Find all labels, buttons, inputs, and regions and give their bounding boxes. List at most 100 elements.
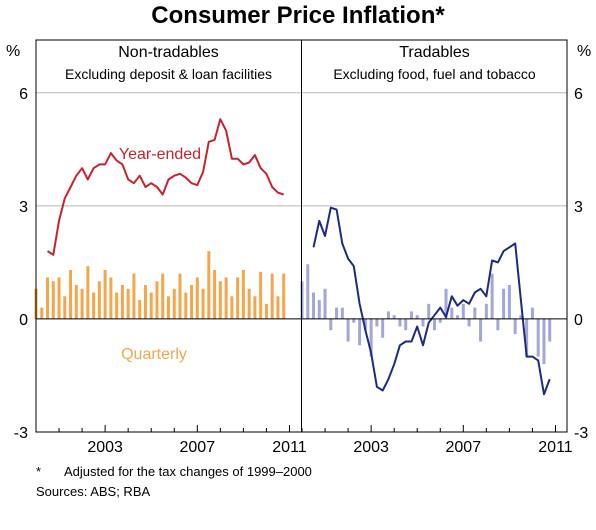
quarterly-bar [358, 318, 362, 346]
quarterly-bar [502, 288, 506, 319]
panel-subtitle: Excluding deposit & loan facilities [65, 66, 272, 82]
chart-frame [35, 39, 568, 433]
year-ended-line [46, 118, 285, 256]
quarterly-bar [352, 318, 356, 323]
quarterly-bar [306, 264, 310, 319]
y-tick-label-left: 6 [19, 86, 28, 103]
quarterly-bar [115, 292, 119, 319]
quarterly-bar [507, 285, 511, 319]
x-tick-label: 2007 [446, 439, 482, 456]
chart-title: Consumer Price Inflation* [151, 2, 445, 29]
quarterly-bar [386, 311, 390, 319]
quarterly-bar [74, 285, 78, 319]
quarterly-bar [132, 273, 136, 319]
sources-note: Sources: ABS; RBA [36, 484, 151, 499]
y-tick-label-left: 0 [19, 312, 28, 329]
quarterly-bar [433, 318, 436, 331]
quarterly-bar [381, 318, 385, 338]
quarterly-bar [259, 271, 263, 319]
y-tick-label-right: 3 [574, 199, 583, 216]
quarterly-bar [184, 292, 188, 319]
quarterly-bar [167, 296, 170, 319]
quarterly-bar [340, 307, 344, 319]
quarterly-bar [247, 288, 251, 319]
quarterly-bar [421, 318, 425, 327]
quarterly-bar [375, 318, 379, 327]
quarterly-bar [444, 288, 448, 319]
quarterly-bar [536, 318, 540, 357]
x-tick-label: 2003 [353, 439, 389, 456]
quarterly-bar [224, 277, 228, 319]
panel-title: Non-tradables [118, 44, 219, 61]
quarterly-bar [201, 288, 205, 319]
quarterly-bar [86, 266, 90, 319]
y-tick-label-left: -3 [14, 425, 28, 442]
quarterly-bar [467, 318, 471, 327]
quarterly-bar [282, 273, 286, 319]
quarterly-bar [409, 311, 413, 319]
quarterly-bar [120, 285, 124, 319]
quarterly-bar [404, 318, 408, 331]
quarterly-bar [484, 303, 488, 319]
quarterly-bar [241, 269, 245, 319]
quarterly-bar [109, 277, 113, 319]
quarterly-bar [270, 273, 274, 319]
quarterly-bar [525, 318, 529, 357]
quarterly-bar [479, 318, 483, 342]
quarterly-bar [415, 315, 419, 319]
x-tick-label: 2007 [180, 439, 216, 456]
y-axis-unit-left: % [6, 43, 20, 60]
quarterly-bar [329, 318, 333, 331]
quarterly-bar [195, 277, 199, 319]
quarterly-bar [363, 318, 367, 331]
quarterly-bar [513, 318, 517, 334]
quarterly-bar [155, 281, 159, 319]
quarterly-bar [40, 307, 44, 319]
quarterly-bar [97, 281, 101, 319]
quarterly-bar [392, 315, 396, 319]
quarterly-bar [138, 300, 142, 319]
quarterly-bar [143, 285, 147, 319]
quarterly-bar [230, 296, 234, 319]
quarterly-bar [92, 292, 96, 319]
annotation-quarterly: Quarterly [121, 346, 187, 363]
quarterly-bar [490, 273, 494, 319]
quarterly-bar [317, 300, 321, 319]
quarterly-bar [530, 307, 534, 319]
y-axis-unit-right: % [577, 43, 591, 60]
quarterly-bar [427, 303, 431, 319]
quarterly-bar [496, 318, 500, 331]
quarterly-bar [126, 288, 130, 319]
panel-title: Tradables [399, 44, 470, 61]
quarterly-bar [276, 296, 280, 319]
quarterly-bar [69, 269, 73, 319]
quarterly-bar [461, 303, 465, 319]
quarterly-bar [519, 315, 523, 319]
quarterly-bar [253, 296, 257, 319]
quarterly-bar [312, 292, 316, 319]
quarterly-bar [456, 315, 460, 319]
quarterly-bar [190, 285, 194, 319]
quarterly-bar [548, 318, 552, 342]
quarterly-bar [51, 281, 55, 319]
quarterly-bar [236, 277, 240, 319]
quarterly-bar [172, 288, 176, 319]
x-tick-label: 2003 [87, 439, 123, 456]
annotation-year-ended: Year-ended [119, 146, 201, 163]
quarterly-bar [207, 251, 211, 319]
quarterly-bar [542, 318, 546, 365]
quarterly-bar [80, 288, 84, 319]
quarterly-bar [346, 318, 350, 342]
y-tick-label-left: 3 [19, 199, 28, 216]
quarterly-bar [323, 288, 327, 319]
quarterly-bar [264, 303, 268, 319]
quarterly-bar [178, 273, 182, 319]
quarterly-bar [149, 292, 153, 319]
x-tick-label: 2011 [272, 439, 307, 456]
panel-subtitle: Excluding food, fuel and tobacco [333, 66, 536, 82]
quarterly-bar [213, 269, 217, 319]
quarterly-bar [398, 318, 402, 327]
footnote-text: Adjusted for the tax changes of 1999–200… [64, 464, 312, 479]
quarterly-bar [369, 318, 373, 357]
y-tick-label-right: -3 [574, 425, 588, 442]
